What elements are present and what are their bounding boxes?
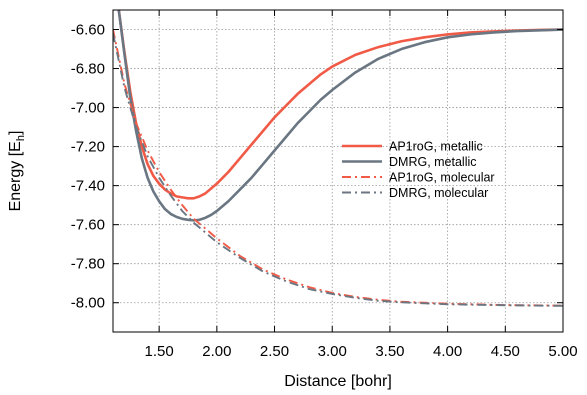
x-tick-label: 5.00 [548,343,577,360]
y-tick-label: -7.40 [71,178,105,195]
legend-label: AP1roG, metallic [389,140,483,154]
series-group [113,10,563,307]
series-line-2 [117,10,563,222]
plot-frame [112,9,564,333]
y-axis-title-subscript: h [15,135,27,141]
y-tick-label: -6.80 [71,61,105,78]
series-line-1 [117,10,563,200]
x-tick-label: 2.00 [202,343,231,360]
tick-labels: 1.50 2.00 2.50 3.00 3.50 4.00 4.50 5.00 -6.60 -6.… [71,22,578,360]
ticks [113,10,564,332]
x-tick-label: 4.50 [491,343,520,360]
y-tick-label: -7.00 [71,100,105,117]
legend-label: DMRG, metallic [389,155,477,169]
legend-label: AP1roG, molecular [389,171,495,185]
y-axis-title-main: Energy [E [7,141,24,211]
x-tick-label: 2.50 [260,343,289,360]
x-tick-label: 4.00 [433,343,462,360]
y-tick-label: -8.00 [71,295,105,312]
series-line-3 [113,29,563,307]
grid [113,10,564,332]
x-tick-label: 3.00 [318,343,347,360]
y-tick-label: -7.60 [71,217,105,234]
y-tick-label: -6.60 [71,22,105,39]
x-axis-title: Distance [bohr] [284,373,392,390]
y-tick-label: -7.20 [71,139,105,156]
y-axis-title-close: ] [7,131,24,135]
x-tick-label: 1.50 [145,343,174,360]
y-axis-title: Energy [Eh] [7,131,27,212]
series-line-4 [113,33,563,307]
x-tick-label: 3.50 [375,343,404,360]
y-tick-label: -7.80 [71,256,105,273]
legend-label: DMRG, molecular [389,186,488,200]
